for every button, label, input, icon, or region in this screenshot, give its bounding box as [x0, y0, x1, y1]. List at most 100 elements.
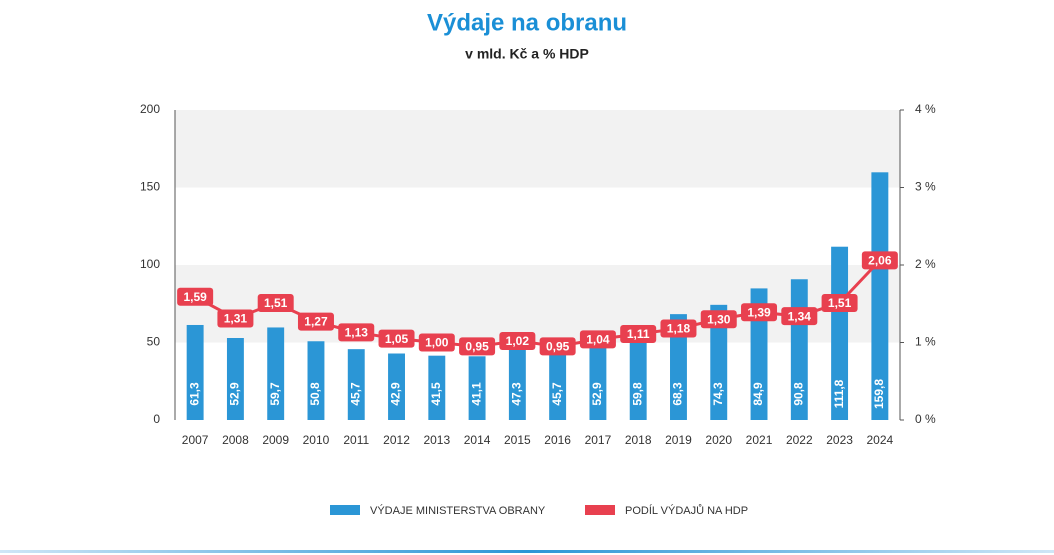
y2-tick-label: 2 % — [915, 257, 936, 271]
y2-tick-label: 0 % — [915, 412, 936, 426]
line-label-box — [741, 303, 778, 322]
line-label-box — [459, 337, 496, 356]
x-tick-label: 2016 — [544, 433, 571, 447]
bar — [347, 349, 365, 420]
line-value-label: 0,95 — [546, 340, 570, 354]
line-label-box — [620, 324, 657, 343]
line-label-box — [539, 337, 576, 356]
bar-value-label: 68,3 — [671, 382, 685, 406]
x-tick-label: 2020 — [705, 433, 732, 447]
line-value-label: 0,95 — [465, 340, 489, 354]
line-value-label: 1,51 — [828, 296, 852, 310]
x-tick-label: 2012 — [383, 433, 410, 447]
bar — [508, 346, 526, 420]
bar-value-label: 41,1 — [469, 382, 483, 406]
bar-value-label: 47,3 — [510, 382, 524, 406]
x-tick-label: 2009 — [262, 433, 289, 447]
bar — [307, 341, 325, 420]
line-value-label: 1,05 — [385, 332, 409, 346]
line-label-box — [418, 333, 455, 352]
y-tick-label: 0 — [153, 412, 160, 426]
line-value-label: 1,00 — [425, 336, 449, 350]
legend-swatch — [585, 505, 615, 515]
bar-value-label: 61,3 — [187, 382, 201, 406]
x-tick-label: 2018 — [625, 433, 652, 447]
line-value-label: 1,39 — [747, 305, 771, 319]
x-tick-label: 2007 — [182, 433, 209, 447]
legend-label: PODÍL VÝDAJŮ NA HDP — [625, 504, 748, 517]
bar — [267, 327, 285, 420]
line-label-box — [660, 319, 697, 338]
x-tick-label: 2021 — [746, 433, 773, 447]
grid-band — [175, 110, 900, 188]
y2-tick-label: 1 % — [915, 335, 936, 349]
bar-value-label: 111,8 — [832, 379, 846, 408]
bar — [670, 314, 687, 420]
line-value-label: 1,18 — [667, 322, 691, 336]
bar — [629, 327, 647, 420]
bar — [871, 172, 889, 420]
line-label-box — [378, 329, 415, 348]
bar — [468, 356, 486, 420]
bar-value-label: 59,7 — [268, 382, 282, 406]
bar-value-label: 159,8 — [872, 379, 886, 409]
bar-value-label: 90,8 — [791, 382, 805, 406]
legend-label: VÝDAJE MINISTERSTVA OBRANY — [370, 504, 546, 517]
x-tick-label: 2023 — [826, 433, 853, 447]
line-value-label: 1,11 — [627, 327, 650, 341]
grid — [175, 110, 900, 343]
bar-value-label: 59,8 — [630, 382, 644, 406]
x-tick-label: 2013 — [423, 433, 450, 447]
y-tick-label: 200 — [140, 102, 160, 116]
line-value-label: 1,51 — [264, 296, 288, 310]
line-value-label: 1,30 — [707, 312, 731, 326]
bar — [226, 338, 244, 420]
line-label-box — [579, 330, 616, 349]
bar-value-label: 45,7 — [550, 382, 564, 406]
y2-tick-label: 4 % — [915, 102, 936, 116]
chart-subtitle: v mld. Kč a % HDP — [465, 46, 589, 62]
bar — [388, 353, 405, 420]
bar-value-label: 42,9 — [389, 382, 403, 406]
bar — [549, 349, 567, 420]
y-tick-label: 100 — [140, 257, 160, 271]
x-tick-label: 2010 — [303, 433, 330, 447]
line-value-label: 2,06 — [868, 254, 892, 268]
x-tick-label: 2024 — [867, 433, 894, 447]
legend-swatch — [330, 505, 360, 515]
line-label-box — [338, 323, 375, 342]
x-tick-label: 2022 — [786, 433, 813, 447]
x-tick-label: 2014 — [464, 433, 491, 447]
y-tick-label: 50 — [147, 335, 161, 349]
y2-tick-label: 3 % — [915, 180, 936, 194]
line-label-box — [821, 293, 858, 312]
bar-value-label: 50,8 — [308, 382, 322, 406]
line-label-box — [177, 287, 214, 306]
footer-line — [0, 550, 1054, 553]
line-label-box — [861, 251, 898, 270]
line-label-box — [700, 310, 737, 329]
line-label-box — [297, 312, 334, 331]
x-tick-label: 2015 — [504, 433, 531, 447]
line-label-box — [217, 309, 254, 328]
line-value-label: 1,27 — [304, 315, 328, 329]
line-value-label: 1,04 — [586, 333, 610, 347]
bar — [750, 288, 768, 420]
y-tick-label: 150 — [140, 180, 160, 194]
line-value-label: 1,34 — [788, 309, 812, 323]
x-tick-label: 2017 — [585, 433, 612, 447]
bar-value-label: 74,3 — [711, 382, 725, 406]
chart-title: Výdaje na obranu — [427, 9, 627, 36]
x-tick-label: 2011 — [343, 433, 369, 447]
line-value-label: 1,59 — [183, 290, 207, 304]
bar-value-label: 45,7 — [348, 382, 362, 406]
bar-value-label: 52,9 — [590, 382, 604, 406]
bar-value-label: 52,9 — [228, 382, 242, 406]
x-tick-label: 2008 — [222, 433, 249, 447]
line-label-box — [499, 331, 536, 350]
line-value-label: 1,02 — [506, 334, 530, 348]
line-label-box — [257, 293, 294, 312]
bar — [831, 246, 849, 420]
line-value-label: 1,13 — [345, 326, 369, 340]
